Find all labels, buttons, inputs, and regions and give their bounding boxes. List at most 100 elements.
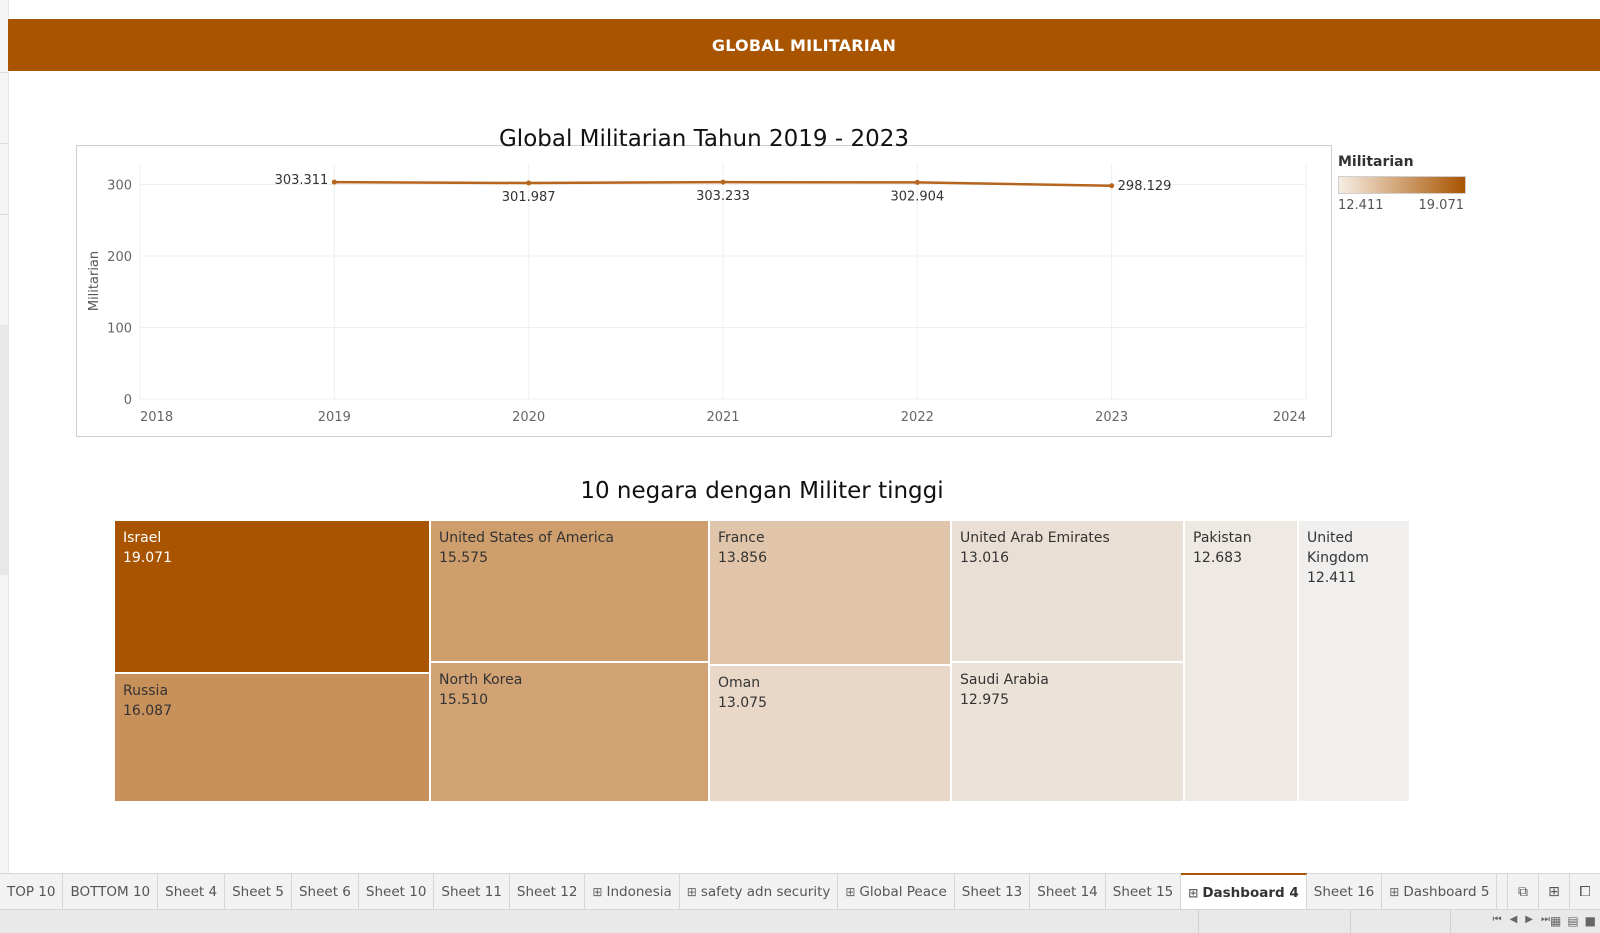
x-tick-label: 2023 <box>1095 410 1128 425</box>
dashboard-banner: GLOBAL MILITARIAN <box>8 19 1600 71</box>
tab-label: safety adn security <box>700 884 831 900</box>
y-axis-label: Militarian <box>87 251 102 311</box>
cell-value: 19.071 <box>123 550 172 566</box>
tab-bottom-10[interactable]: BOTTOM 10 <box>63 874 159 910</box>
cell-value: 13.075 <box>718 695 767 711</box>
cell-value: 12.683 <box>1193 550 1242 566</box>
y-tick-label: 0 <box>124 393 132 408</box>
data-point[interactable] <box>526 180 532 186</box>
treemap-cell-usa[interactable]: United States of America 15.575 <box>430 520 709 662</box>
tab-global-peace[interactable]: ⊞ Global Peace <box>838 874 955 910</box>
treemap-cell-france[interactable]: France 13.856 <box>709 520 951 665</box>
legend-title: Militarian <box>1338 154 1414 170</box>
tab-label: BOTTOM 10 <box>70 884 151 900</box>
data-point[interactable] <box>331 179 337 185</box>
treemap-cell-oman[interactable]: Oman 13.075 <box>709 665 951 802</box>
tab-sheet-6[interactable]: Sheet 6 <box>292 874 359 910</box>
cell-name: United Arab Emirates <box>960 530 1110 546</box>
new-dashboard-icon[interactable]: ⊞ <box>1538 874 1569 910</box>
treemap-cell-uae[interactable]: United Arab Emirates 13.016 <box>951 520 1184 662</box>
filmstrip-icon[interactable]: ▤ <box>1567 914 1579 928</box>
x-tick-label: 2021 <box>706 410 739 425</box>
tab-label: Sheet 6 <box>298 884 351 900</box>
tab-sheet-5[interactable]: Sheet 5 <box>225 874 292 910</box>
tab-indonesia[interactable]: ⊞ Indonesia <box>585 874 680 910</box>
cell-value: 13.856 <box>718 550 767 566</box>
dashboard-icon: ⊞ <box>1188 885 1199 900</box>
line-chart[interactable]: 0 100 200 300 2018 2019 2020 2021 2022 2023 2024 Mi… <box>76 145 1332 437</box>
left-rail <box>0 0 9 873</box>
tab-sheet-11[interactable]: Sheet 11 <box>434 874 510 910</box>
tab-label: Sheet 15 <box>1112 884 1174 900</box>
tab-safety-adn-security[interactable]: ⊞ safety adn security <box>680 874 839 910</box>
data-label: 298.129 <box>1118 179 1172 194</box>
cell-name: Saudi Arabia <box>960 672 1049 688</box>
tab-label: Global Peace <box>859 884 947 900</box>
cell-value: 16.087 <box>123 703 172 719</box>
y-tick-label: 300 <box>107 178 132 193</box>
dashboard-icon: ⊞ <box>686 885 697 899</box>
tab-sheet-13[interactable]: Sheet 13 <box>955 874 1031 910</box>
data-label: 303.311 <box>275 173 329 188</box>
color-legend: Militarian 12.411 19.071 <box>1338 154 1498 213</box>
cell-name: France <box>718 530 765 546</box>
treemap-cell-united-kingdom[interactable]: United Kingdom 12.411 <box>1298 520 1410 802</box>
first-sheet-icon[interactable]: ⏮ <box>1492 914 1502 925</box>
tab-label: Sheet 12 <box>516 884 578 900</box>
data-point[interactable] <box>914 179 920 185</box>
cell-value: 15.575 <box>439 550 488 566</box>
treemap-cell-russia[interactable]: Russia 16.087 <box>114 673 430 802</box>
tab-sheet-4[interactable]: Sheet 4 <box>158 874 226 910</box>
cell-value: 15.510 <box>439 692 488 708</box>
treemap-cell-north-korea[interactable]: North Korea 15.510 <box>430 662 709 802</box>
treemap-cell-pakistan[interactable]: Pakistan 12.683 <box>1184 520 1298 802</box>
new-story-icon[interactable]: ⧠ <box>1569 874 1600 910</box>
sheet-sorter-icon[interactable]: ▦ <box>1549 914 1562 928</box>
tab-dashboard-5[interactable]: ⊞ Dashboard 5 <box>1382 874 1498 910</box>
treemap-cell-israel[interactable]: Israel 19.071 <box>114 520 430 673</box>
cell-name: Russia <box>123 683 169 699</box>
x-tick-label: 2018 <box>140 410 173 425</box>
cell-value: 13.016 <box>960 550 1009 566</box>
cell-name: United States of America <box>439 530 614 546</box>
data-label: 302.904 <box>890 189 944 204</box>
scroll-thumb[interactable] <box>0 325 8 575</box>
tab-top-10[interactable]: TOP 10 <box>0 874 64 910</box>
treemap-cell-saudi-arabia[interactable]: Saudi Arabia 12.975 <box>951 662 1184 802</box>
legend-gradient <box>1338 176 1466 194</box>
data-label: 303.233 <box>696 189 750 204</box>
tab-sheet-10[interactable]: Sheet 10 <box>359 874 435 910</box>
new-worksheet-icon[interactable]: ⧉ <box>1507 874 1538 910</box>
tab-sheet-16[interactable]: Sheet 16 <box>1307 874 1383 910</box>
tab-label: Sheet 14 <box>1037 884 1098 900</box>
line-chart-title: Global Militarian Tahun 2019 - 2023 <box>498 126 909 152</box>
tab-sheet-15[interactable]: Sheet 15 <box>1106 874 1182 910</box>
sheet-navigation: ⏮ ◀ ▶ ⏭ <box>1493 914 1550 925</box>
sheet-tab-bar: TOP 10 BOTTOM 10 Sheet 4 Sheet 5 Sheet 6 Shee… <box>0 873 1600 910</box>
dashboard-icon: ⊞ <box>592 885 603 899</box>
next-sheet-icon[interactable]: ▶ <box>1525 914 1533 925</box>
tab-sheet-12[interactable]: Sheet 12 <box>510 874 586 910</box>
status-bar: ⏮ ◀ ▶ ⏭ ▦ ▤ ■ <box>0 909 1600 933</box>
tab-label: Dashboard 5 <box>1403 884 1490 900</box>
tab-label: TOP 10 <box>7 884 56 900</box>
dashboard-icon: ⊞ <box>1389 885 1400 899</box>
data-point[interactable] <box>1109 183 1115 189</box>
tab-sheet-14[interactable]: Sheet 14 <box>1030 874 1106 910</box>
cell-value: 12.411 <box>1307 570 1356 586</box>
x-tick-label: 2024 <box>1273 410 1306 425</box>
data-label: 301.987 <box>502 190 556 205</box>
legend-min-label: 12.411 <box>1338 198 1384 213</box>
data-point[interactable] <box>720 179 726 185</box>
treemap-chart: Israel 19.071 Russia 16.087 United State… <box>114 520 1410 802</box>
dashboard-icon: ⊞ <box>845 885 856 899</box>
tabs-view-icon[interactable]: ■ <box>1584 914 1596 928</box>
x-tick-label: 2019 <box>318 410 351 425</box>
tab-label: Sheet 4 <box>165 884 218 900</box>
tab-label: Dashboard 4 <box>1202 884 1299 901</box>
prev-sheet-icon[interactable]: ◀ <box>1509 914 1518 925</box>
x-tick-label: 2020 <box>512 410 545 425</box>
last-sheet-icon[interactable]: ⏭ <box>1541 914 1550 925</box>
y-tick-label: 200 <box>107 250 132 265</box>
tab-dashboard-4[interactable]: ⊞ Dashboard 4 <box>1181 873 1307 910</box>
